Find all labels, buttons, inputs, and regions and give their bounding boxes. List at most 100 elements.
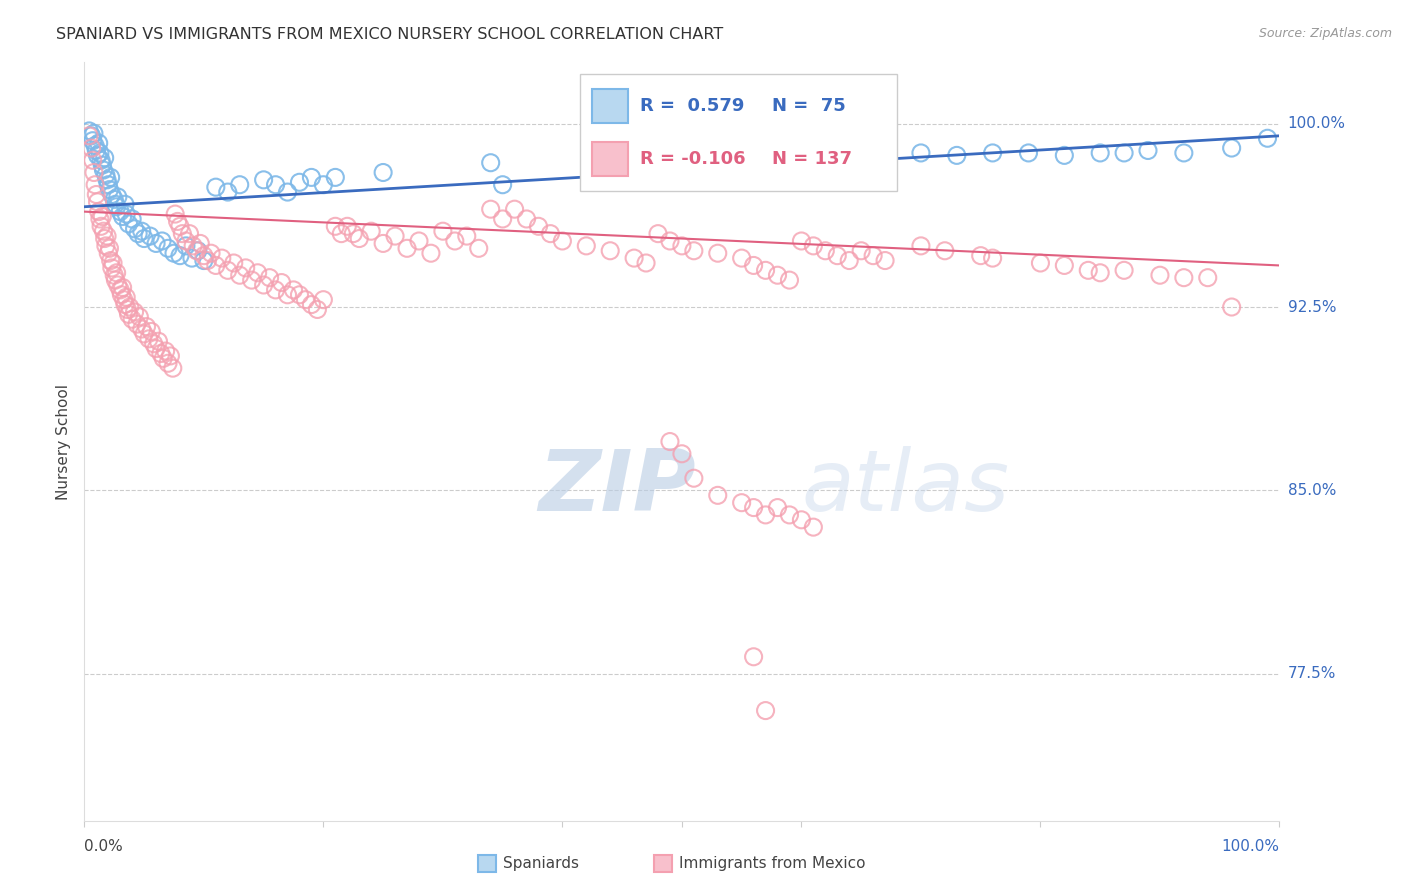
Point <box>827 249 849 263</box>
Point <box>193 249 215 263</box>
Point <box>91 158 114 172</box>
Point <box>114 197 136 211</box>
Point <box>647 145 669 160</box>
Point <box>1197 270 1219 285</box>
Point <box>89 211 111 226</box>
Point <box>117 302 139 317</box>
Point <box>159 349 181 363</box>
Point <box>360 224 382 238</box>
Point <box>96 229 118 244</box>
Point <box>575 239 598 253</box>
Point <box>93 224 115 238</box>
Point <box>875 253 897 268</box>
Point <box>179 227 201 241</box>
Point <box>1090 145 1112 160</box>
Text: R =  0.579: R = 0.579 <box>640 97 744 115</box>
Point <box>100 253 122 268</box>
Point <box>671 239 693 253</box>
Point <box>96 173 118 187</box>
Point <box>301 297 323 311</box>
Point <box>803 520 825 534</box>
Point <box>779 508 801 522</box>
Point <box>312 293 335 307</box>
Point <box>330 227 353 241</box>
Point <box>288 175 311 189</box>
Point <box>117 307 139 321</box>
Text: N = 137: N = 137 <box>772 151 852 169</box>
Point <box>456 229 478 244</box>
Point <box>110 283 132 297</box>
Point <box>623 251 645 265</box>
Point <box>127 227 149 241</box>
Point <box>90 153 112 168</box>
Point <box>181 239 204 253</box>
Point <box>742 259 765 273</box>
Point <box>101 256 124 270</box>
Point <box>107 278 129 293</box>
Point <box>755 704 778 718</box>
Point <box>246 266 269 280</box>
Point <box>145 342 167 356</box>
Point <box>187 244 209 258</box>
Point <box>803 239 825 253</box>
Point <box>138 332 160 346</box>
Point <box>114 297 136 311</box>
Point <box>93 163 115 178</box>
Point <box>94 168 117 182</box>
Point <box>790 145 813 160</box>
Point <box>516 211 538 226</box>
Point <box>87 136 110 150</box>
Point <box>503 202 526 217</box>
Point <box>731 251 754 265</box>
Point <box>172 227 194 241</box>
Text: Immigrants from Mexico: Immigrants from Mexico <box>679 856 866 871</box>
Point <box>384 229 406 244</box>
Point <box>101 187 124 202</box>
Point <box>205 180 228 194</box>
Point <box>253 173 276 187</box>
Point <box>1173 270 1195 285</box>
Point <box>349 231 371 245</box>
Point <box>103 268 125 283</box>
Point <box>131 322 153 336</box>
Point <box>217 263 239 277</box>
Point <box>742 500 765 515</box>
Point <box>132 326 156 341</box>
Point <box>148 334 170 349</box>
Text: 77.5%: 77.5% <box>1288 666 1336 681</box>
Point <box>193 253 215 268</box>
Point <box>277 287 299 301</box>
Point <box>970 249 993 263</box>
Point <box>128 310 150 324</box>
Point <box>174 234 197 248</box>
Text: SPANIARD VS IMMIGRANTS FROM MEXICO NURSERY SCHOOL CORRELATION CHART: SPANIARD VS IMMIGRANTS FROM MEXICO NURSE… <box>56 27 724 42</box>
Point <box>104 197 127 211</box>
Point <box>766 500 789 515</box>
Text: 0.0%: 0.0% <box>84 839 124 855</box>
Point <box>683 244 706 258</box>
Point <box>742 649 765 664</box>
Point <box>115 290 138 304</box>
Point <box>84 178 107 192</box>
Point <box>599 244 621 258</box>
Point <box>755 263 778 277</box>
Point <box>135 319 157 334</box>
Point <box>408 234 430 248</box>
Point <box>1029 256 1052 270</box>
Point <box>80 128 103 143</box>
Point <box>540 227 562 241</box>
Point <box>90 219 112 234</box>
Point <box>141 325 163 339</box>
Point <box>131 224 153 238</box>
Point <box>325 170 347 185</box>
Point <box>373 236 395 251</box>
Point <box>981 145 1004 160</box>
Point <box>155 344 177 359</box>
Point <box>103 193 125 207</box>
Point <box>492 178 515 192</box>
Point <box>312 178 335 192</box>
Point <box>111 280 134 294</box>
Point <box>301 170 323 185</box>
Point <box>790 513 813 527</box>
Point <box>910 239 932 253</box>
